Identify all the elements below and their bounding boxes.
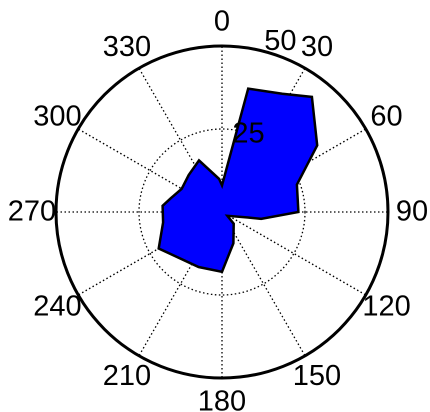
angle-tick-60: 60 [370,101,402,133]
angle-tick-210: 210 [103,360,151,392]
radial-ring-25 [138,128,306,296]
angle-tick-30: 30 [301,31,333,63]
angle-tick-330: 330 [103,31,151,63]
data-layer [157,87,319,274]
angle-tick-270: 270 [8,196,56,228]
angle-tick-300: 300 [33,101,81,133]
radial-tick-25: 25 [232,118,264,150]
polar-grid [54,44,390,380]
outer-circle [54,44,390,380]
angle-tick-0: 0 [214,6,230,38]
data-area [157,87,319,274]
angle-tick-90: 90 [396,196,428,228]
radial-tick-labels: 25 50 [232,25,296,150]
radial-tick-50: 50 [264,25,296,57]
angle-tick-180: 180 [198,386,246,412]
angle-tick-150: 150 [293,360,341,392]
angle-tick-240: 240 [33,291,81,323]
angle-tick-labels: 0 30 60 90 120 150 180 210 240 270 300 330 [8,6,428,412]
angle-tick-120: 120 [362,291,410,323]
spoke-120 [221,211,367,296]
